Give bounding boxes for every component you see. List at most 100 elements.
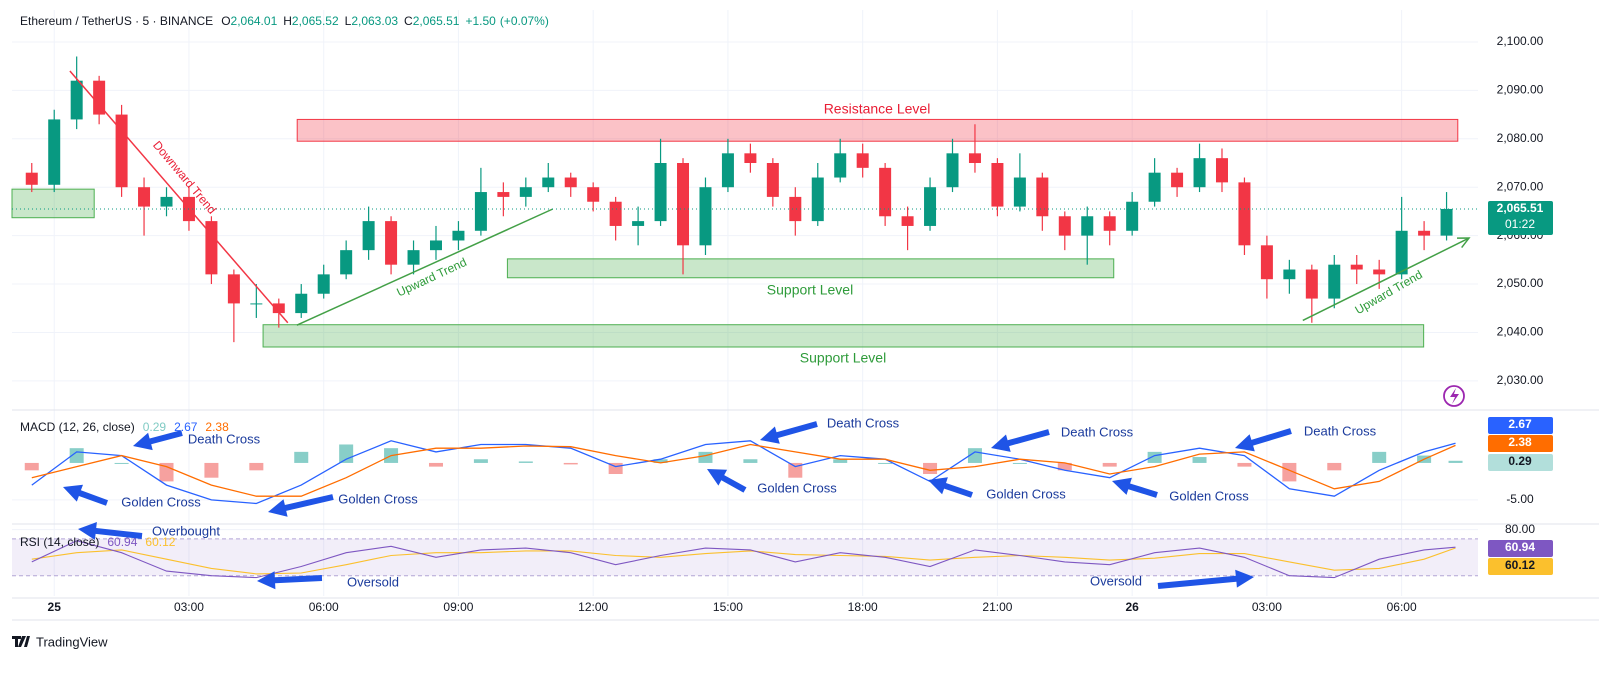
ohlc-value: 2,063.03 xyxy=(351,14,398,28)
candle-body xyxy=(317,274,330,294)
ohlc-value: 2,064.01 xyxy=(231,14,278,28)
zone-label: Support Level xyxy=(800,350,886,366)
histogram-bar xyxy=(923,462,938,475)
ohlc-value: 2,065.52 xyxy=(292,14,339,28)
annotation-arrow xyxy=(991,429,1050,452)
annotation-label: Death Cross xyxy=(188,431,261,446)
histogram-bar xyxy=(878,462,893,464)
ohlc-value: 2,065.51 xyxy=(413,14,460,28)
candle-body xyxy=(138,187,151,207)
candle-body xyxy=(1036,177,1049,217)
annotation-label: Golden Cross xyxy=(757,480,837,495)
candle-body xyxy=(968,153,981,164)
price-badge xyxy=(1488,454,1553,471)
x-tick-label: 03:00 xyxy=(1252,600,1282,614)
grid xyxy=(12,10,1478,596)
badge-label: 0.29 xyxy=(1508,454,1532,468)
candle-body xyxy=(901,216,914,226)
candle-body xyxy=(250,303,263,305)
candle-body xyxy=(474,192,487,231)
zone xyxy=(262,324,1425,348)
candle-body xyxy=(1328,264,1341,299)
annotation-label: Golden Cross xyxy=(1169,488,1249,503)
annotation-arrow xyxy=(133,430,183,451)
badge-label: 60.12 xyxy=(1505,558,1535,572)
candle-body xyxy=(879,167,892,217)
price-badge xyxy=(1488,540,1553,557)
candle-body xyxy=(1148,172,1161,202)
y-tick-label: 2,100.00 xyxy=(1497,34,1544,48)
legend-value: 2.38 xyxy=(205,420,229,434)
trend-arrowhead xyxy=(1457,237,1471,248)
candle-body xyxy=(93,80,106,115)
y-tick-label: 2,050.00 xyxy=(1497,276,1544,290)
pane-legend: RSI (14, close) 60.94 60.12 xyxy=(20,535,176,549)
candle-body xyxy=(1215,158,1228,183)
x-tick-label: 15:00 xyxy=(713,600,743,614)
candle-body xyxy=(721,153,734,188)
symbol-title: Ethereum / TetherUS · 5 · BINANCE xyxy=(20,14,213,28)
candle-body xyxy=(542,177,555,188)
candle-body xyxy=(991,163,1004,207)
annotation-arrow xyxy=(760,421,818,444)
annotation-label: Golden Cross xyxy=(986,486,1066,501)
histogram-bar xyxy=(518,461,533,463)
candle-body xyxy=(834,153,847,178)
candle-body xyxy=(1395,230,1408,275)
annotation-arrow xyxy=(257,571,323,590)
candle-body xyxy=(609,201,622,226)
histogram-bar xyxy=(1372,451,1387,463)
annotation-arrow xyxy=(78,522,143,540)
candle-body xyxy=(654,163,667,222)
candle-body xyxy=(385,221,398,265)
candle-body xyxy=(1126,201,1139,231)
ohlc-key: C xyxy=(404,14,413,28)
zone-label: Support Level xyxy=(767,282,853,298)
candle-body xyxy=(272,303,285,314)
candle-body xyxy=(227,274,240,304)
y-tick-label: -5.00 xyxy=(1506,492,1534,506)
y-tick-label: 80.00 xyxy=(1505,522,1535,536)
candle-body xyxy=(564,177,577,188)
candle-body xyxy=(677,163,690,246)
x-tick-label: 09:00 xyxy=(443,600,473,614)
brand: TradingView xyxy=(12,634,108,649)
zone xyxy=(296,118,1459,142)
histogram-bar xyxy=(1057,462,1072,471)
x-tick-label: 18:00 xyxy=(848,600,878,614)
x-tick-label: 21:00 xyxy=(982,600,1012,614)
histogram-bar xyxy=(1327,462,1342,471)
candle-body xyxy=(1058,216,1071,236)
histogram-bar xyxy=(473,459,488,463)
annotation-label: Death Cross xyxy=(1061,424,1134,439)
zone-label: Resistance Level xyxy=(824,101,931,117)
candle-body xyxy=(744,153,757,164)
candle-body xyxy=(1193,158,1206,188)
price-badge xyxy=(1488,200,1553,235)
signal-line xyxy=(31,443,1456,497)
change: +1.50 xyxy=(465,14,496,28)
annotation-arrow xyxy=(63,484,108,506)
candle-body xyxy=(811,177,824,222)
legend-value: 60.12 xyxy=(145,535,175,549)
y-tick-label: 2,040.00 xyxy=(1497,325,1544,339)
annotation-arrow xyxy=(268,494,334,517)
histogram-bar xyxy=(1192,457,1207,463)
candle-body xyxy=(115,114,128,188)
histogram-bar xyxy=(24,462,39,471)
trend-line xyxy=(69,70,289,324)
annotation-label: Oversold xyxy=(347,574,399,589)
pane-legend: MACD (12, 26, close) 0.29 2.67 2.38 xyxy=(20,420,229,434)
histogram-bar xyxy=(563,462,578,465)
candle-body xyxy=(1350,264,1363,270)
annotation-label: Oversold xyxy=(1090,573,1142,588)
candle-body xyxy=(1103,216,1116,231)
candle-body xyxy=(632,221,645,226)
x-tick-label: 26 xyxy=(1125,600,1139,614)
x-tick-label: 12:00 xyxy=(578,600,608,614)
candle-body xyxy=(48,119,61,185)
price-badge xyxy=(1488,558,1553,575)
y-tick-label: 2,080.00 xyxy=(1497,131,1544,145)
candle-body xyxy=(1440,208,1453,236)
alert-icon[interactable] xyxy=(1443,385,1465,407)
